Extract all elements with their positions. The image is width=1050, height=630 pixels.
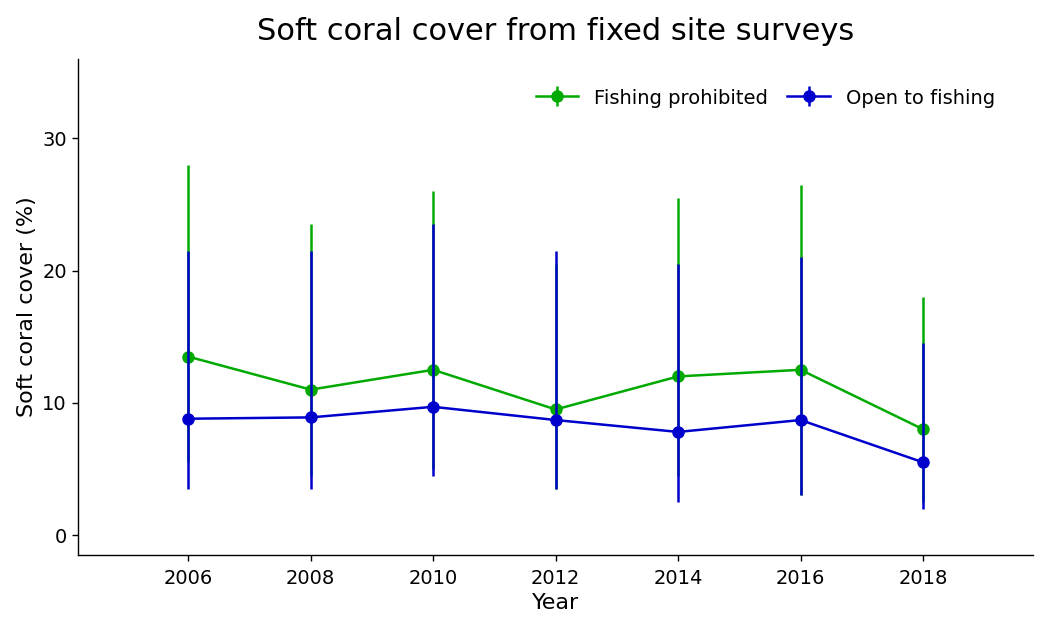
X-axis label: Year: Year [532,593,580,614]
Legend: Fishing prohibited, Open to fishing: Fishing prohibited, Open to fishing [526,79,1005,118]
Y-axis label: Soft coral cover (%): Soft coral cover (%) [17,197,37,418]
Title: Soft coral cover from fixed site surveys: Soft coral cover from fixed site surveys [257,16,855,45]
